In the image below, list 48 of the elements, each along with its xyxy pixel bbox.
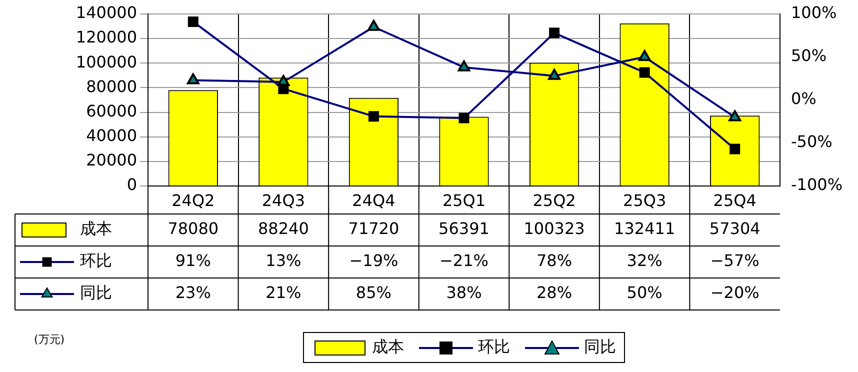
y2-tick-label: -50% xyxy=(791,132,832,152)
x-tick-label: 24Q3 xyxy=(262,190,305,210)
y-tick-label: 140000 xyxy=(76,3,137,22)
y2-tick-label: -100% xyxy=(791,175,843,194)
data-label: 132411 xyxy=(614,219,676,238)
data-label: −19% xyxy=(349,251,398,270)
x-tick-label: 24Q2 xyxy=(172,190,215,210)
data-label: 85% xyxy=(356,283,392,302)
data-label: 50% xyxy=(626,283,662,302)
x-tick-label: 25Q1 xyxy=(442,190,486,210)
text: 同比 xyxy=(584,337,616,356)
data-label: 57304 xyxy=(709,219,760,238)
text: (万元) xyxy=(34,332,65,346)
text: 成本 xyxy=(372,337,404,356)
y-tick-label: 20000 xyxy=(86,150,137,170)
legend-label: 成本 xyxy=(80,219,112,238)
legend-label: 同比 xyxy=(80,283,112,302)
data-label: 21% xyxy=(266,283,302,302)
data-label: 13% xyxy=(266,251,302,270)
y-tick-label: 40000 xyxy=(86,126,137,146)
data-label: 23% xyxy=(175,283,211,302)
data-label: 32% xyxy=(626,251,662,270)
data-label: 78080 xyxy=(168,219,219,238)
data-label: 91% xyxy=(175,251,211,270)
data-label: 56391 xyxy=(438,219,490,238)
legend-label: 环比 xyxy=(80,251,112,270)
x-tick-label: 25Q2 xyxy=(532,190,576,210)
x-tick-label: 24Q4 xyxy=(352,190,396,210)
data-label: 38% xyxy=(446,283,482,302)
y-tick-label: 0 xyxy=(126,175,137,194)
data-label: −21% xyxy=(440,251,488,270)
data-label: 88240 xyxy=(258,219,309,238)
y-tick-label: 120000 xyxy=(76,28,137,47)
y2-tick-label: 100% xyxy=(791,3,837,22)
y2-tick-label: 50% xyxy=(791,46,827,66)
data-label: 28% xyxy=(536,283,572,302)
data-label: 71720 xyxy=(348,219,400,238)
y-tick-label: 100000 xyxy=(76,52,137,72)
data-label: −20% xyxy=(710,283,760,302)
text: 环比 xyxy=(478,337,510,356)
y-tick-label: 80000 xyxy=(86,76,137,96)
y2-tick-label: 0% xyxy=(791,89,816,108)
x-tick-label: 25Q4 xyxy=(713,190,756,210)
x-tick-label: 25Q3 xyxy=(623,190,666,210)
data-label: −57% xyxy=(710,251,760,270)
y-tick-label: 60000 xyxy=(86,101,137,120)
data-label: 78% xyxy=(536,251,572,270)
data-label: 100323 xyxy=(524,219,585,238)
